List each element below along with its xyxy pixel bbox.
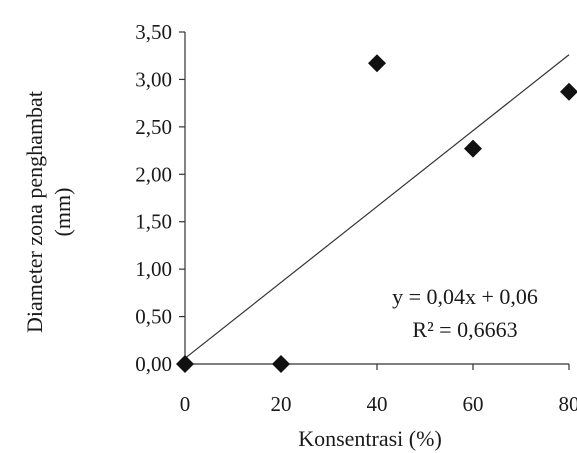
x-tick-label: 40 <box>367 392 388 416</box>
y-tick-label: 3,50 <box>135 20 172 44</box>
y-tick-label: 2,50 <box>135 115 172 139</box>
equation-label: y = 0,04x + 0,06 <box>392 284 538 309</box>
y-tick-label: 1,50 <box>135 210 172 234</box>
y-tick-label: 0,00 <box>135 352 172 376</box>
x-axis-title: Konsentrasi (%) <box>298 426 442 451</box>
y-axis-title-line-2: (mm) <box>50 188 75 237</box>
x-tick-label: 60 <box>463 392 484 416</box>
x-ticks-group: 0 20 40 60 80 <box>180 364 577 416</box>
y-tick-label: 1,00 <box>135 257 172 281</box>
data-point-diamond <box>272 355 290 373</box>
trendline-group <box>184 54 570 359</box>
y-tick-label: 3,00 <box>135 67 172 91</box>
data-point-diamond <box>368 54 386 73</box>
x-tick-label: 0 <box>180 392 191 416</box>
x-tick-label: 20 <box>271 392 292 416</box>
x-tick-label: 80 <box>559 392 577 416</box>
data-points-group <box>176 54 577 373</box>
r-squared-label: R² = 0,6663 <box>412 317 517 342</box>
axes-group <box>184 32 569 365</box>
data-point-diamond <box>560 82 577 101</box>
y-tick-label: 2,00 <box>135 162 172 186</box>
y-ticks-group: 0,00 0,50 1,00 1,50 2,00 2,50 3,00 3,50 <box>135 20 185 376</box>
trendline <box>184 54 570 359</box>
y-axis-title-line-1: Diameter zona penghambat <box>22 91 47 333</box>
y-tick-label: 0,50 <box>135 305 172 329</box>
data-point-diamond <box>464 139 482 158</box>
data-point-diamond <box>176 355 194 373</box>
